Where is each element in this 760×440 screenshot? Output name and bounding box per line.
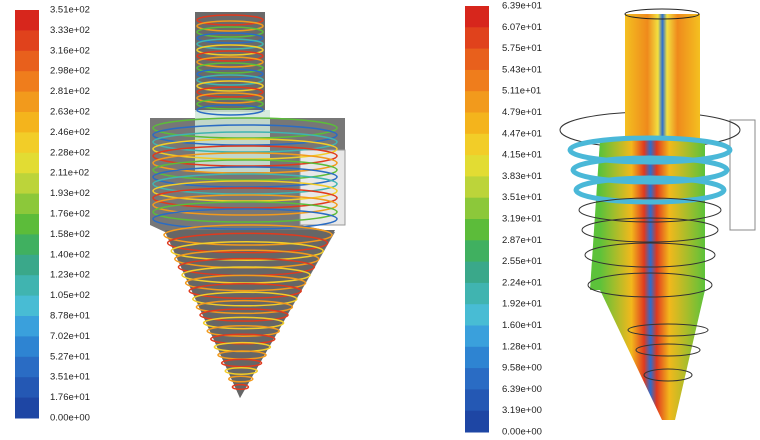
colorbar-label: 8.78e+01 xyxy=(50,311,90,322)
colorbar-segment xyxy=(465,368,489,390)
colorbar-label: 3.51e+02 xyxy=(50,5,90,16)
colorbar-label: 2.28e+02 xyxy=(50,147,90,158)
colorbar-label: 3.16e+02 xyxy=(50,45,90,56)
colorbar-label: 1.76e+02 xyxy=(50,209,90,220)
figure: 3.51e+02 3.33e+02 3.16e+02 2.98e+02 2.81e+02… xyxy=(0,0,760,440)
colorbar-label: 1.05e+02 xyxy=(50,290,90,301)
colorbar-segment xyxy=(465,134,489,156)
colorbar-segment xyxy=(15,30,39,51)
colorbar-segment xyxy=(15,357,39,378)
colorbar-label: 2.46e+02 xyxy=(50,127,90,138)
colorbar-label: 5.75e+01 xyxy=(502,43,542,54)
colorbar-segment xyxy=(15,377,39,398)
colorbar-label: 1.60e+01 xyxy=(502,320,542,331)
colorbar-segment xyxy=(15,275,39,296)
colorbar-segment xyxy=(465,155,489,177)
colorbar-label: 5.43e+01 xyxy=(502,64,542,75)
colorbar-label: 3.51e+01 xyxy=(50,372,90,383)
colorbar-segment xyxy=(465,6,489,28)
colorbar-segment xyxy=(15,234,39,255)
colorbar-label: 1.76e+01 xyxy=(50,392,90,403)
colorbar-label: 1.58e+02 xyxy=(50,229,90,240)
colorbar-label: 2.81e+02 xyxy=(50,86,90,97)
colorbar-label: 1.93e+02 xyxy=(50,188,90,199)
colorbar-segment xyxy=(15,132,39,153)
colorbar-label: 1.28e+01 xyxy=(502,341,542,352)
right-cyclone xyxy=(560,9,755,420)
colorbar-segment xyxy=(465,219,489,241)
colorbar-label: 6.39e+01 xyxy=(502,1,542,12)
colorbar-label: 4.47e+01 xyxy=(502,128,542,139)
colorbar-label: 4.15e+01 xyxy=(502,150,542,161)
colorbar-segment xyxy=(465,91,489,113)
colorbar-segment xyxy=(15,316,39,337)
colorbar-label: 0.00e+00 xyxy=(50,413,90,424)
colorbar-label: 3.33e+02 xyxy=(50,25,90,36)
colorbar-segment xyxy=(15,296,39,317)
colorbar-label: 1.40e+02 xyxy=(50,249,90,260)
colorbar-label: 0.00e+00 xyxy=(502,427,542,438)
colorbar-label: 2.24e+01 xyxy=(502,277,542,288)
colorbar-segment xyxy=(15,153,39,174)
colorbar-segment xyxy=(15,112,39,133)
colorbar-label: 2.11e+02 xyxy=(50,168,89,179)
colorbar-segment xyxy=(465,283,489,305)
left-cyclone xyxy=(150,12,345,398)
colorbar-segment xyxy=(465,113,489,135)
colorbar-segment xyxy=(465,70,489,92)
colorbar-segment xyxy=(15,51,39,72)
colorbar-label: 2.98e+02 xyxy=(50,66,90,77)
colorbar-label: 7.02e+01 xyxy=(50,331,90,342)
colorbar-label: 5.11e+01 xyxy=(502,86,541,97)
colorbar-segment xyxy=(15,398,39,419)
colorbar-segment xyxy=(465,27,489,49)
colorbar-label: 2.87e+01 xyxy=(502,235,542,246)
colorbar-segment xyxy=(465,304,489,326)
colorbar-segment xyxy=(15,10,39,31)
colorbar-segment xyxy=(465,240,489,262)
colorbar-segment xyxy=(15,336,39,357)
colorbar-segment xyxy=(465,262,489,284)
colorbar-segment xyxy=(465,389,489,411)
colorbar-segment xyxy=(465,49,489,71)
colorbar-segment xyxy=(465,326,489,348)
colorbar-label: 3.51e+01 xyxy=(502,192,542,203)
colorbar-label: 2.63e+02 xyxy=(50,107,90,118)
colorbar-segment xyxy=(15,71,39,92)
colorbar-label: 2.55e+01 xyxy=(502,256,542,267)
colorbar-segment xyxy=(15,194,39,215)
colorbar-segment xyxy=(15,214,39,235)
colorbar-segment xyxy=(15,255,39,276)
colorbar-segment xyxy=(15,173,39,194)
colorbar-segment xyxy=(465,347,489,369)
colorbar-segment xyxy=(465,176,489,198)
colorbar-label: 9.58e+00 xyxy=(502,363,542,374)
colorbar-segment xyxy=(15,92,39,113)
colorbar-label: 5.27e+01 xyxy=(50,351,90,362)
colorbar-label: 1.23e+02 xyxy=(50,270,90,281)
colorbar-label: 6.07e+01 xyxy=(502,22,542,33)
colorbar-label: 6.39e+00 xyxy=(502,384,542,395)
colorbar-segment xyxy=(465,411,489,433)
colorbar-label: 4.79e+01 xyxy=(502,107,542,118)
colorbar-label: 1.92e+01 xyxy=(502,299,542,310)
colorbar-label: 3.83e+01 xyxy=(502,171,542,182)
colorbar-segment xyxy=(465,198,489,220)
colorbar-label: 3.19e+00 xyxy=(502,405,542,416)
colorbar-label: 3.19e+01 xyxy=(502,214,542,225)
